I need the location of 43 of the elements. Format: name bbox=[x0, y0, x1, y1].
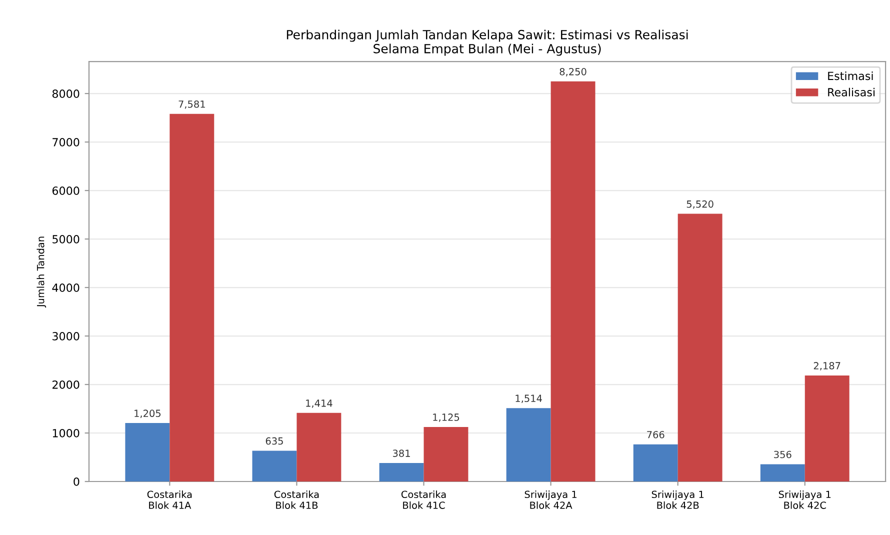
x-tick-label: Costarika Blok 41C bbox=[401, 490, 446, 509]
bar bbox=[125, 423, 170, 482]
bar bbox=[678, 214, 722, 482]
data-label: 7,581 bbox=[178, 100, 205, 109]
x-tick-label: Sriwijaya 1 Blok 42C bbox=[778, 490, 831, 509]
data-label: 1,125 bbox=[433, 414, 460, 422]
y-tick-label: 4000 bbox=[52, 283, 80, 292]
bar bbox=[379, 463, 424, 482]
bar bbox=[252, 450, 297, 482]
data-label: 356 bbox=[774, 450, 792, 458]
chart-title: Perbandingan Jumlah Tandan Kelapa Sawit: Estimasi vs Realisasi Selama Empat Bulan (Mei - Agustus) bbox=[286, 30, 688, 56]
bar bbox=[424, 426, 468, 482]
legend-label: Estimasi bbox=[828, 72, 873, 80]
data-label: 1,514 bbox=[516, 394, 542, 404]
bar bbox=[550, 81, 596, 482]
bar bbox=[633, 444, 678, 482]
y-axis-title: Jumlah Tandan bbox=[36, 236, 46, 308]
x-tick-label: Costarika Blok 41B bbox=[274, 490, 319, 509]
bar bbox=[804, 375, 850, 482]
data-label: 8,250 bbox=[560, 68, 586, 76]
bar bbox=[296, 412, 342, 482]
y-tick-label: 6000 bbox=[52, 186, 80, 195]
data-label: 1,205 bbox=[134, 410, 161, 418]
y-tick-label: 8000 bbox=[52, 90, 80, 98]
y-tick-label: 1000 bbox=[52, 428, 80, 438]
y-tick-label: 2000 bbox=[52, 380, 80, 389]
y-tick-label: 3000 bbox=[52, 332, 80, 340]
data-label: 635 bbox=[266, 437, 283, 445]
y-tick-label: 5000 bbox=[52, 234, 80, 244]
legend-label: Realisasi bbox=[828, 88, 875, 96]
bar bbox=[170, 114, 214, 482]
data-label: 1,414 bbox=[306, 400, 332, 408]
y-tick-label: 0 bbox=[74, 477, 80, 486]
bar bbox=[760, 464, 805, 482]
data-label: 381 bbox=[392, 450, 410, 457]
x-tick-label: Costarika Blok 41A bbox=[147, 490, 192, 509]
data-label: 766 bbox=[647, 430, 664, 438]
bar bbox=[506, 408, 551, 482]
data-label: 5,520 bbox=[686, 200, 714, 209]
y-tick-label: 7000 bbox=[52, 138, 80, 146]
data-label: 2,187 bbox=[814, 362, 840, 370]
x-tick-label: Sriwijaya 1 Blok 42A bbox=[524, 490, 576, 509]
x-tick-label: Sriwijaya 1 Blok 42B bbox=[652, 490, 704, 509]
